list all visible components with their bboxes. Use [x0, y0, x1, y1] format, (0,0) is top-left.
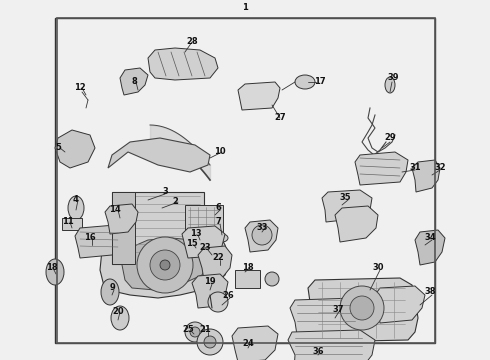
Ellipse shape — [197, 329, 223, 355]
Text: 20: 20 — [112, 307, 124, 316]
Polygon shape — [148, 48, 218, 80]
Polygon shape — [322, 190, 372, 222]
Ellipse shape — [185, 322, 205, 342]
Text: 26: 26 — [222, 292, 234, 301]
Polygon shape — [335, 206, 378, 242]
Bar — [55, 18, 435, 343]
Ellipse shape — [340, 286, 384, 330]
Text: 39: 39 — [387, 73, 399, 82]
Text: 25: 25 — [182, 325, 194, 334]
Polygon shape — [412, 160, 440, 192]
Text: 29: 29 — [384, 134, 396, 143]
Polygon shape — [108, 138, 210, 172]
Polygon shape — [355, 152, 408, 185]
Text: 38: 38 — [424, 288, 436, 297]
Ellipse shape — [208, 292, 228, 312]
Polygon shape — [375, 286, 425, 323]
Text: 9: 9 — [109, 284, 115, 292]
Text: 17: 17 — [314, 77, 326, 86]
Ellipse shape — [68, 196, 84, 220]
Polygon shape — [415, 230, 445, 265]
Text: 16: 16 — [84, 234, 96, 243]
Ellipse shape — [265, 272, 279, 286]
Polygon shape — [198, 246, 232, 280]
Text: 5: 5 — [55, 144, 61, 153]
Polygon shape — [192, 274, 228, 308]
Polygon shape — [112, 192, 135, 264]
Text: 35: 35 — [339, 194, 351, 202]
Text: 4: 4 — [72, 195, 78, 204]
Text: 8: 8 — [131, 77, 137, 86]
Text: 27: 27 — [274, 113, 286, 122]
Text: 22: 22 — [212, 253, 224, 262]
Text: 12: 12 — [74, 84, 86, 93]
Text: 33: 33 — [256, 224, 268, 233]
Text: 18: 18 — [242, 264, 254, 273]
Ellipse shape — [216, 234, 228, 242]
Text: 24: 24 — [242, 339, 254, 348]
Text: 28: 28 — [186, 37, 198, 46]
Ellipse shape — [190, 327, 200, 337]
Polygon shape — [100, 225, 230, 298]
Text: 13: 13 — [190, 230, 202, 238]
Ellipse shape — [160, 260, 170, 270]
Polygon shape — [308, 278, 418, 342]
Polygon shape — [238, 82, 280, 110]
Text: 15: 15 — [186, 239, 198, 248]
Text: 36: 36 — [312, 347, 324, 356]
Bar — [185, 205, 223, 233]
Text: 18: 18 — [46, 264, 58, 273]
Bar — [235, 270, 260, 288]
Polygon shape — [182, 226, 225, 258]
Ellipse shape — [295, 75, 315, 89]
Polygon shape — [122, 238, 208, 290]
Ellipse shape — [252, 225, 272, 245]
Text: 30: 30 — [372, 264, 384, 273]
Ellipse shape — [46, 259, 64, 285]
Polygon shape — [290, 298, 368, 335]
Text: 14: 14 — [109, 206, 121, 215]
Text: 34: 34 — [424, 234, 436, 243]
Bar — [112, 192, 204, 264]
Ellipse shape — [204, 234, 216, 242]
Ellipse shape — [101, 279, 119, 305]
Ellipse shape — [150, 250, 180, 280]
Ellipse shape — [204, 336, 216, 348]
Ellipse shape — [111, 306, 129, 330]
Ellipse shape — [350, 296, 374, 320]
Text: 19: 19 — [204, 278, 216, 287]
Text: 37: 37 — [332, 306, 344, 315]
Polygon shape — [55, 130, 95, 168]
Text: 10: 10 — [214, 148, 226, 157]
Text: 3: 3 — [162, 188, 168, 197]
Text: 1: 1 — [242, 4, 248, 13]
Polygon shape — [105, 204, 138, 234]
Text: 32: 32 — [434, 163, 446, 172]
Text: 21: 21 — [199, 325, 211, 334]
Bar — [57, 18, 435, 343]
Ellipse shape — [385, 77, 395, 93]
Polygon shape — [75, 225, 125, 258]
Bar — [62, 218, 82, 230]
Polygon shape — [288, 330, 375, 360]
Text: 7: 7 — [215, 217, 221, 226]
Text: 31: 31 — [409, 163, 421, 172]
Polygon shape — [120, 68, 148, 95]
Text: 23: 23 — [199, 243, 211, 252]
Ellipse shape — [137, 237, 193, 293]
Polygon shape — [232, 326, 278, 360]
Polygon shape — [245, 220, 278, 252]
Text: 2: 2 — [172, 198, 178, 207]
Text: 11: 11 — [62, 217, 74, 226]
Text: 6: 6 — [215, 203, 221, 212]
